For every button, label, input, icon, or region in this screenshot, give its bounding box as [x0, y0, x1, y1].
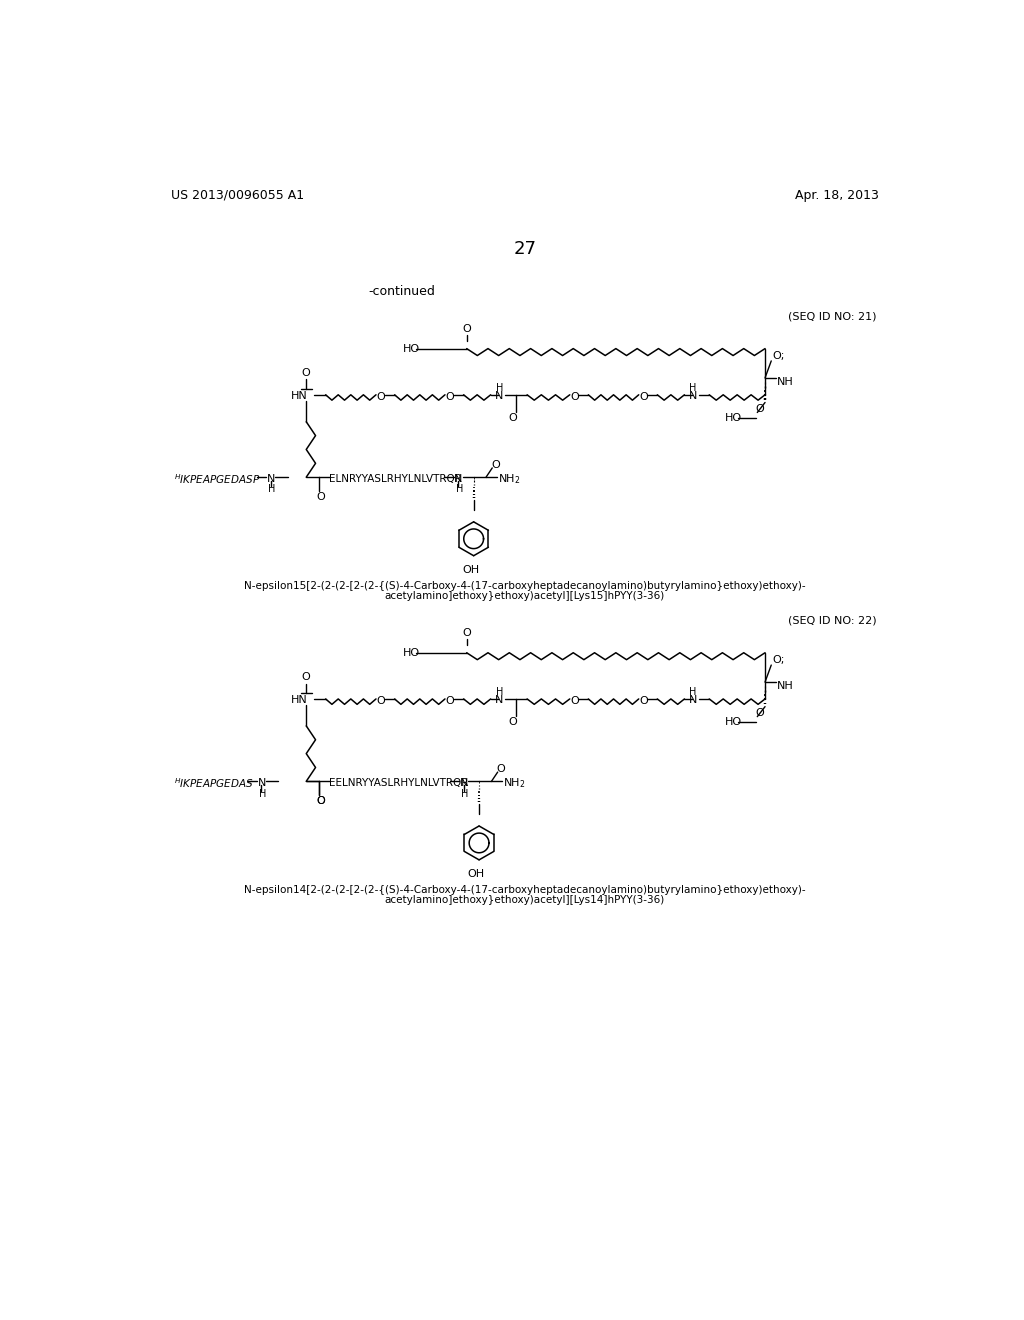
Text: 27: 27 [513, 240, 537, 259]
Text: HN: HN [291, 696, 307, 705]
Text: HO: HO [403, 343, 420, 354]
Text: O: O [445, 392, 455, 403]
Text: US 2013/0096055 A1: US 2013/0096055 A1 [171, 189, 304, 202]
Text: N: N [460, 777, 468, 788]
Text: O: O [490, 459, 500, 470]
Text: O: O [509, 413, 517, 422]
Text: O;: O; [773, 351, 785, 362]
Text: NH$_2$: NH$_2$ [498, 471, 520, 486]
Text: N: N [266, 474, 275, 483]
Text: O;: O; [773, 656, 785, 665]
Text: N: N [495, 696, 504, 705]
Text: N: N [257, 777, 266, 788]
Text: O: O [377, 696, 385, 706]
Text: -continued: -continued [369, 285, 435, 298]
Text: H: H [268, 484, 275, 495]
Text: OH: OH [462, 565, 479, 574]
Text: HO: HO [725, 717, 741, 727]
Text: O: O [640, 696, 648, 706]
Text: O: O [570, 392, 580, 403]
Text: NH: NH [776, 681, 794, 690]
Text: O: O [302, 672, 310, 682]
Text: H: H [259, 788, 266, 799]
Text: O: O [316, 796, 325, 807]
Text: (SEQ ID NO: 22): (SEQ ID NO: 22) [787, 615, 877, 626]
Text: NH: NH [776, 376, 794, 387]
Text: ELNRYYASLRHYLNLVTRQR: ELNRYYASLRHYLNLVTRQR [330, 474, 463, 483]
Text: O: O [640, 392, 648, 403]
Text: O: O [756, 404, 765, 413]
Text: O: O [570, 696, 580, 706]
Text: N: N [495, 391, 504, 401]
Text: O: O [497, 764, 505, 774]
Text: O: O [756, 708, 765, 718]
Text: H: H [456, 484, 463, 495]
Text: $^{H}$IKPEAPGEDASP: $^{H}$IKPEAPGEDASP [174, 471, 261, 486]
Text: HN: HN [291, 391, 307, 401]
Text: $^{H}$IKPEAPGEDAS: $^{H}$IKPEAPGEDAS [174, 776, 254, 789]
Text: O: O [462, 628, 471, 639]
Text: NH$_2$: NH$_2$ [503, 776, 525, 789]
Text: H: H [496, 686, 503, 697]
Text: H: H [496, 383, 503, 393]
Text: H: H [689, 383, 696, 393]
Text: HO: HO [403, 648, 420, 657]
Text: O: O [462, 325, 471, 334]
Text: N-epsilon14[2-(2-(2-[2-(2-{(S)-4-Carboxy-4-(17-carboxyheptadecanoylamino)butyryl: N-epsilon14[2-(2-(2-[2-(2-{(S)-4-Carboxy… [244, 884, 806, 895]
Text: HO: HO [725, 413, 741, 422]
Text: EELNRYYASLRHYLNLVTRQR: EELNRYYASLRHYLNLVTRQR [330, 777, 469, 788]
Text: O: O [316, 796, 325, 807]
Text: N: N [689, 696, 697, 705]
Text: Apr. 18, 2013: Apr. 18, 2013 [795, 189, 879, 202]
Text: N: N [455, 474, 463, 483]
Text: O: O [302, 368, 310, 379]
Text: O: O [445, 696, 455, 706]
Text: N-epsilon15[2-(2-(2-[2-(2-{(S)-4-Carboxy-4-(17-carboxyheptadecanoylamino)butyryl: N-epsilon15[2-(2-(2-[2-(2-{(S)-4-Carboxy… [244, 581, 806, 591]
Text: N: N [689, 391, 697, 401]
Text: OH: OH [467, 869, 484, 879]
Text: H: H [689, 686, 696, 697]
Text: acetylamino]ethoxy}ethoxy)acetyl][Lys15]hPYY(3-36): acetylamino]ethoxy}ethoxy)acetyl][Lys15]… [385, 591, 665, 601]
Text: O: O [509, 717, 517, 727]
Text: O: O [316, 492, 325, 502]
Text: (SEQ ID NO: 21): (SEQ ID NO: 21) [787, 312, 876, 321]
Text: H: H [461, 788, 469, 799]
Text: O: O [377, 392, 385, 403]
Text: acetylamino]ethoxy}ethoxy)acetyl][Lys14]hPYY(3-36): acetylamino]ethoxy}ethoxy)acetyl][Lys14]… [385, 895, 665, 906]
